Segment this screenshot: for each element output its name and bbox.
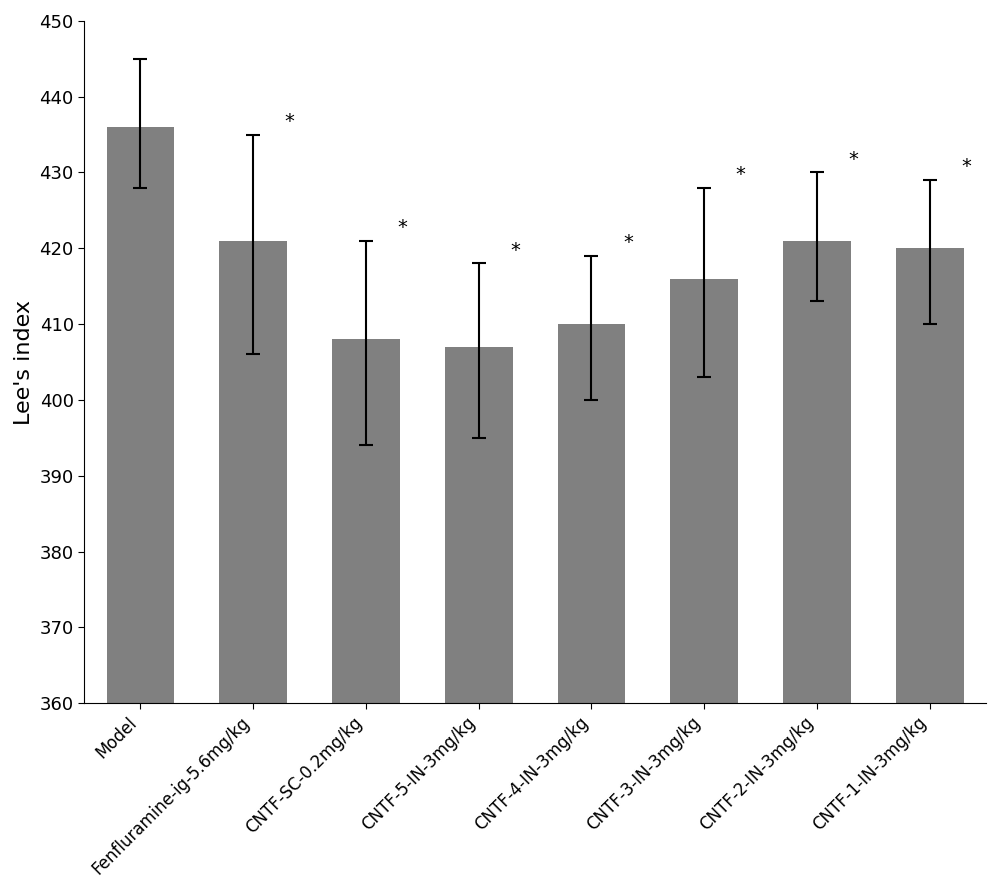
Bar: [670, 278, 738, 703]
Text: *: *: [623, 233, 633, 252]
Bar: [445, 347, 513, 703]
Bar: [896, 248, 964, 703]
Y-axis label: Lee's index: Lee's index: [14, 300, 34, 425]
Bar: [558, 324, 625, 703]
Text: *: *: [849, 150, 858, 169]
Bar: [219, 241, 287, 703]
Text: *: *: [736, 165, 746, 184]
Text: *: *: [961, 157, 971, 177]
Text: *: *: [398, 218, 407, 237]
Text: *: *: [285, 112, 295, 131]
Bar: [332, 339, 400, 703]
Text: *: *: [510, 241, 520, 260]
Bar: [107, 127, 174, 703]
Bar: [783, 241, 851, 703]
